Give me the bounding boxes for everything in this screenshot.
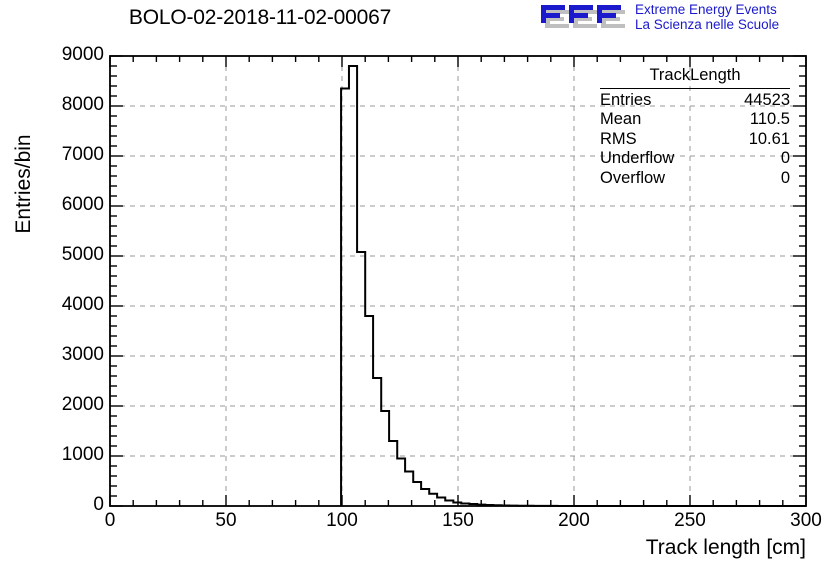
stats-row-key: Entries <box>600 90 652 109</box>
stats-row: Overflow 0 <box>600 169 790 189</box>
x-tick-label: 300 <box>790 510 822 531</box>
stats-row: Underflow 0 <box>600 149 790 169</box>
stats-row-value: 10.61 <box>748 129 790 148</box>
y-axis-tick-labels: 0 1000 2000 3000 4000 5000 6000 7000 8000 9000 <box>0 0 104 572</box>
y-tick-label: 8000 <box>61 94 104 115</box>
x-tick-label: 200 <box>558 510 590 531</box>
stats-row-value: 44523 <box>744 90 790 109</box>
y-tick-label: 6000 <box>61 194 104 215</box>
stats-row-value: 0 <box>780 149 790 167</box>
y-tick-label: 7000 <box>61 144 104 165</box>
y-tick-label: 1000 <box>61 444 104 465</box>
stats-row-key: Mean <box>600 110 642 128</box>
x-tick-label: 0 <box>104 510 116 531</box>
stats-box-title: TrackLength <box>649 66 741 84</box>
plot-frame <box>109 55 807 507</box>
axis-tick-marks <box>109 55 807 507</box>
stats-box: TrackLength Entries 44523 Mean 110.5 RMS 10.6… <box>600 66 790 188</box>
stats-row: RMS 10.61 <box>600 130 790 150</box>
stats-box-rows: Entries 44523 Mean 110.5 RMS 10.61 Underflow 0 O… <box>600 91 790 189</box>
eee-logo-mark-icon <box>541 5 625 28</box>
x-axis-title: Track length [cm] <box>645 536 806 559</box>
eee-logo-line2: La Scienza nelle Scuole <box>635 17 780 32</box>
stats-row-key: Overflow <box>600 168 666 187</box>
y-tick-label: 5000 <box>61 244 104 265</box>
eee-logo: Extreme Energy Events La Scienza nelle S… <box>540 1 836 35</box>
x-tick-label: 250 <box>674 510 706 531</box>
x-tick-label: 100 <box>326 510 358 531</box>
eee-logo-text: Extreme Energy Events La Scienza nelle S… <box>635 2 779 32</box>
stats-row: Mean 110.5 <box>600 110 790 130</box>
y-tick-label: 4000 <box>61 294 104 315</box>
page-title: BOLO-02-2018-11-02-00067 <box>128 6 392 29</box>
stats-box-divider <box>600 87 790 89</box>
y-tick-label: 9000 <box>61 44 104 65</box>
stats-row-key: Underflow <box>600 149 675 167</box>
x-tick-label: 50 <box>215 510 237 531</box>
stats-row-value: 0 <box>780 168 790 187</box>
stats-row-key: RMS <box>600 129 637 148</box>
stats-row-value: 110.5 <box>749 110 790 128</box>
y-tick-label: 2000 <box>61 394 104 415</box>
x-tick-label: 150 <box>442 510 474 531</box>
eee-logo-line1: Extreme Energy Events <box>635 2 777 17</box>
y-tick-label: 0 <box>93 494 104 515</box>
y-tick-label: 3000 <box>61 344 104 365</box>
stats-row: Entries 44523 <box>600 91 790 111</box>
